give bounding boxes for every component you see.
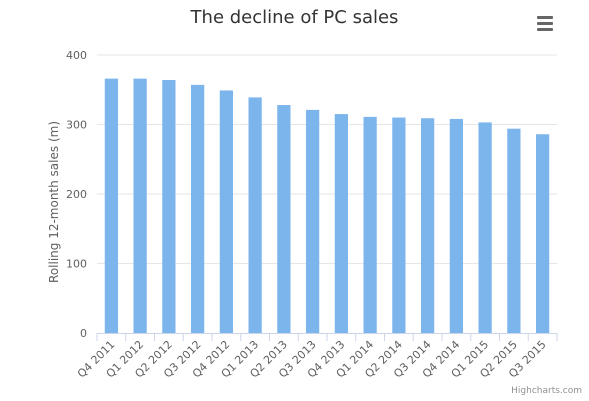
bar[interactable]: [478, 122, 492, 333]
bar[interactable]: [392, 117, 406, 333]
axes: [96, 333, 558, 341]
chart-title: The decline of PC sales: [190, 7, 399, 28]
y-tick-label: 400: [66, 49, 87, 62]
bar[interactable]: [219, 90, 233, 333]
y-tick-label: 200: [66, 188, 87, 201]
menu-bar: [537, 16, 553, 19]
menu-bar: [537, 22, 553, 25]
bar[interactable]: [306, 109, 320, 333]
bar[interactable]: [507, 128, 521, 333]
bars: [104, 78, 550, 334]
credits-link[interactable]: Highcharts.com: [511, 386, 582, 396]
y-tick-label: 300: [66, 119, 87, 132]
bar[interactable]: [363, 116, 377, 333]
y-tick-label: 0: [80, 327, 87, 340]
bar[interactable]: [536, 134, 550, 333]
bar[interactable]: [133, 78, 147, 333]
bar[interactable]: [421, 118, 435, 334]
bar[interactable]: [162, 80, 176, 334]
bar[interactable]: [449, 118, 463, 333]
bar[interactable]: [191, 84, 205, 333]
bar[interactable]: [104, 78, 118, 333]
y-axis-title: Rolling 12-month sales (m): [47, 121, 61, 283]
bar[interactable]: [277, 105, 291, 333]
menu-bar: [537, 28, 553, 31]
hamburger-menu-icon[interactable]: [533, 12, 557, 34]
bar[interactable]: [334, 114, 348, 333]
bar[interactable]: [248, 97, 262, 334]
y-tick-label: 100: [66, 258, 87, 271]
